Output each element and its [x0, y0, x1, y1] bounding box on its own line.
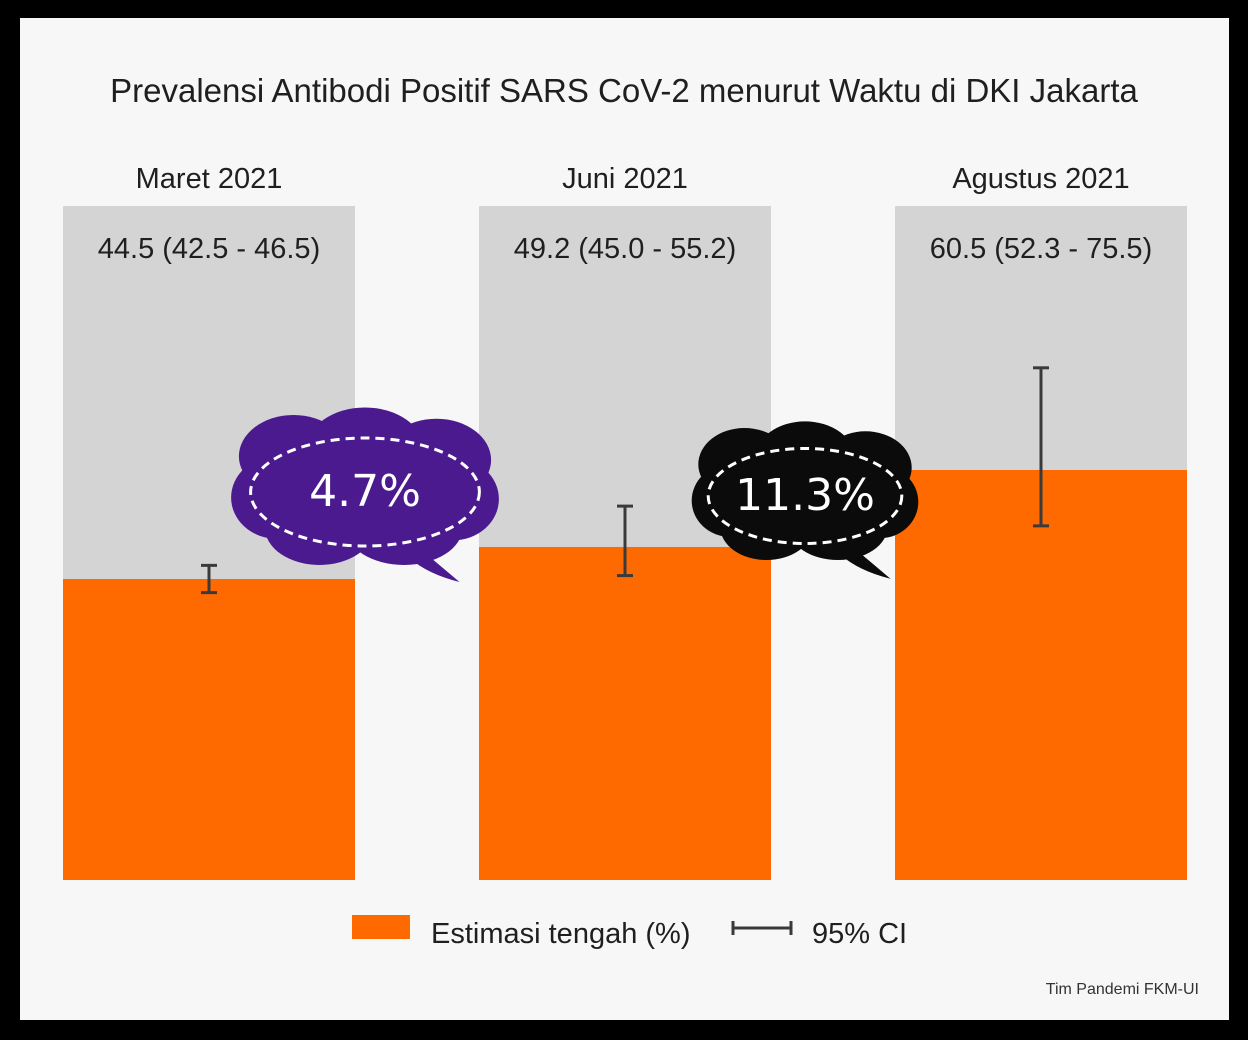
legend-errorbar-icon	[731, 921, 793, 935]
category-label: Juni 2021	[562, 163, 688, 195]
value-label: 49.2 (45.0 - 55.2)	[514, 233, 736, 265]
credit-text: Tim Pandemi FKM-UI	[1046, 981, 1199, 998]
annotation-bubble: 11.3%	[691, 421, 919, 579]
error-bar	[617, 504, 633, 578]
bar	[895, 470, 1187, 880]
category-label: Agustus 2021	[952, 163, 1129, 195]
bar	[479, 546, 771, 880]
error-bar	[1033, 366, 1049, 528]
bar	[63, 579, 355, 880]
annotation-label: 11.3%	[735, 470, 875, 521]
antibody-prevalence-chart: Prevalensi Antibodi Positif SARS CoV-2 m…	[63, 72, 1199, 998]
error-bar	[201, 563, 217, 595]
legend-label-estimate: Estimasi tengah (%)	[431, 918, 691, 950]
legend-label-ci: 95% CI	[812, 918, 907, 950]
value-label: 60.5 (52.3 - 75.5)	[930, 233, 1152, 265]
chart-title: Prevalensi Antibodi Positif SARS CoV-2 m…	[110, 72, 1138, 109]
annotations-group: 4.7% 11.3%	[231, 407, 919, 582]
chart-canvas: Prevalensi Antibodi Positif SARS CoV-2 m…	[20, 18, 1229, 1020]
legend-swatch-estimate	[352, 915, 410, 939]
annotation-bubble: 4.7%	[231, 407, 499, 582]
value-label: 44.5 (42.5 - 46.5)	[98, 233, 320, 265]
category-label: Maret 2021	[136, 163, 283, 195]
annotation-label: 4.7%	[309, 466, 421, 517]
bars-group: Maret 2021 44.5 (42.5 - 46.5) Juni 2021 49.…	[63, 163, 1187, 880]
